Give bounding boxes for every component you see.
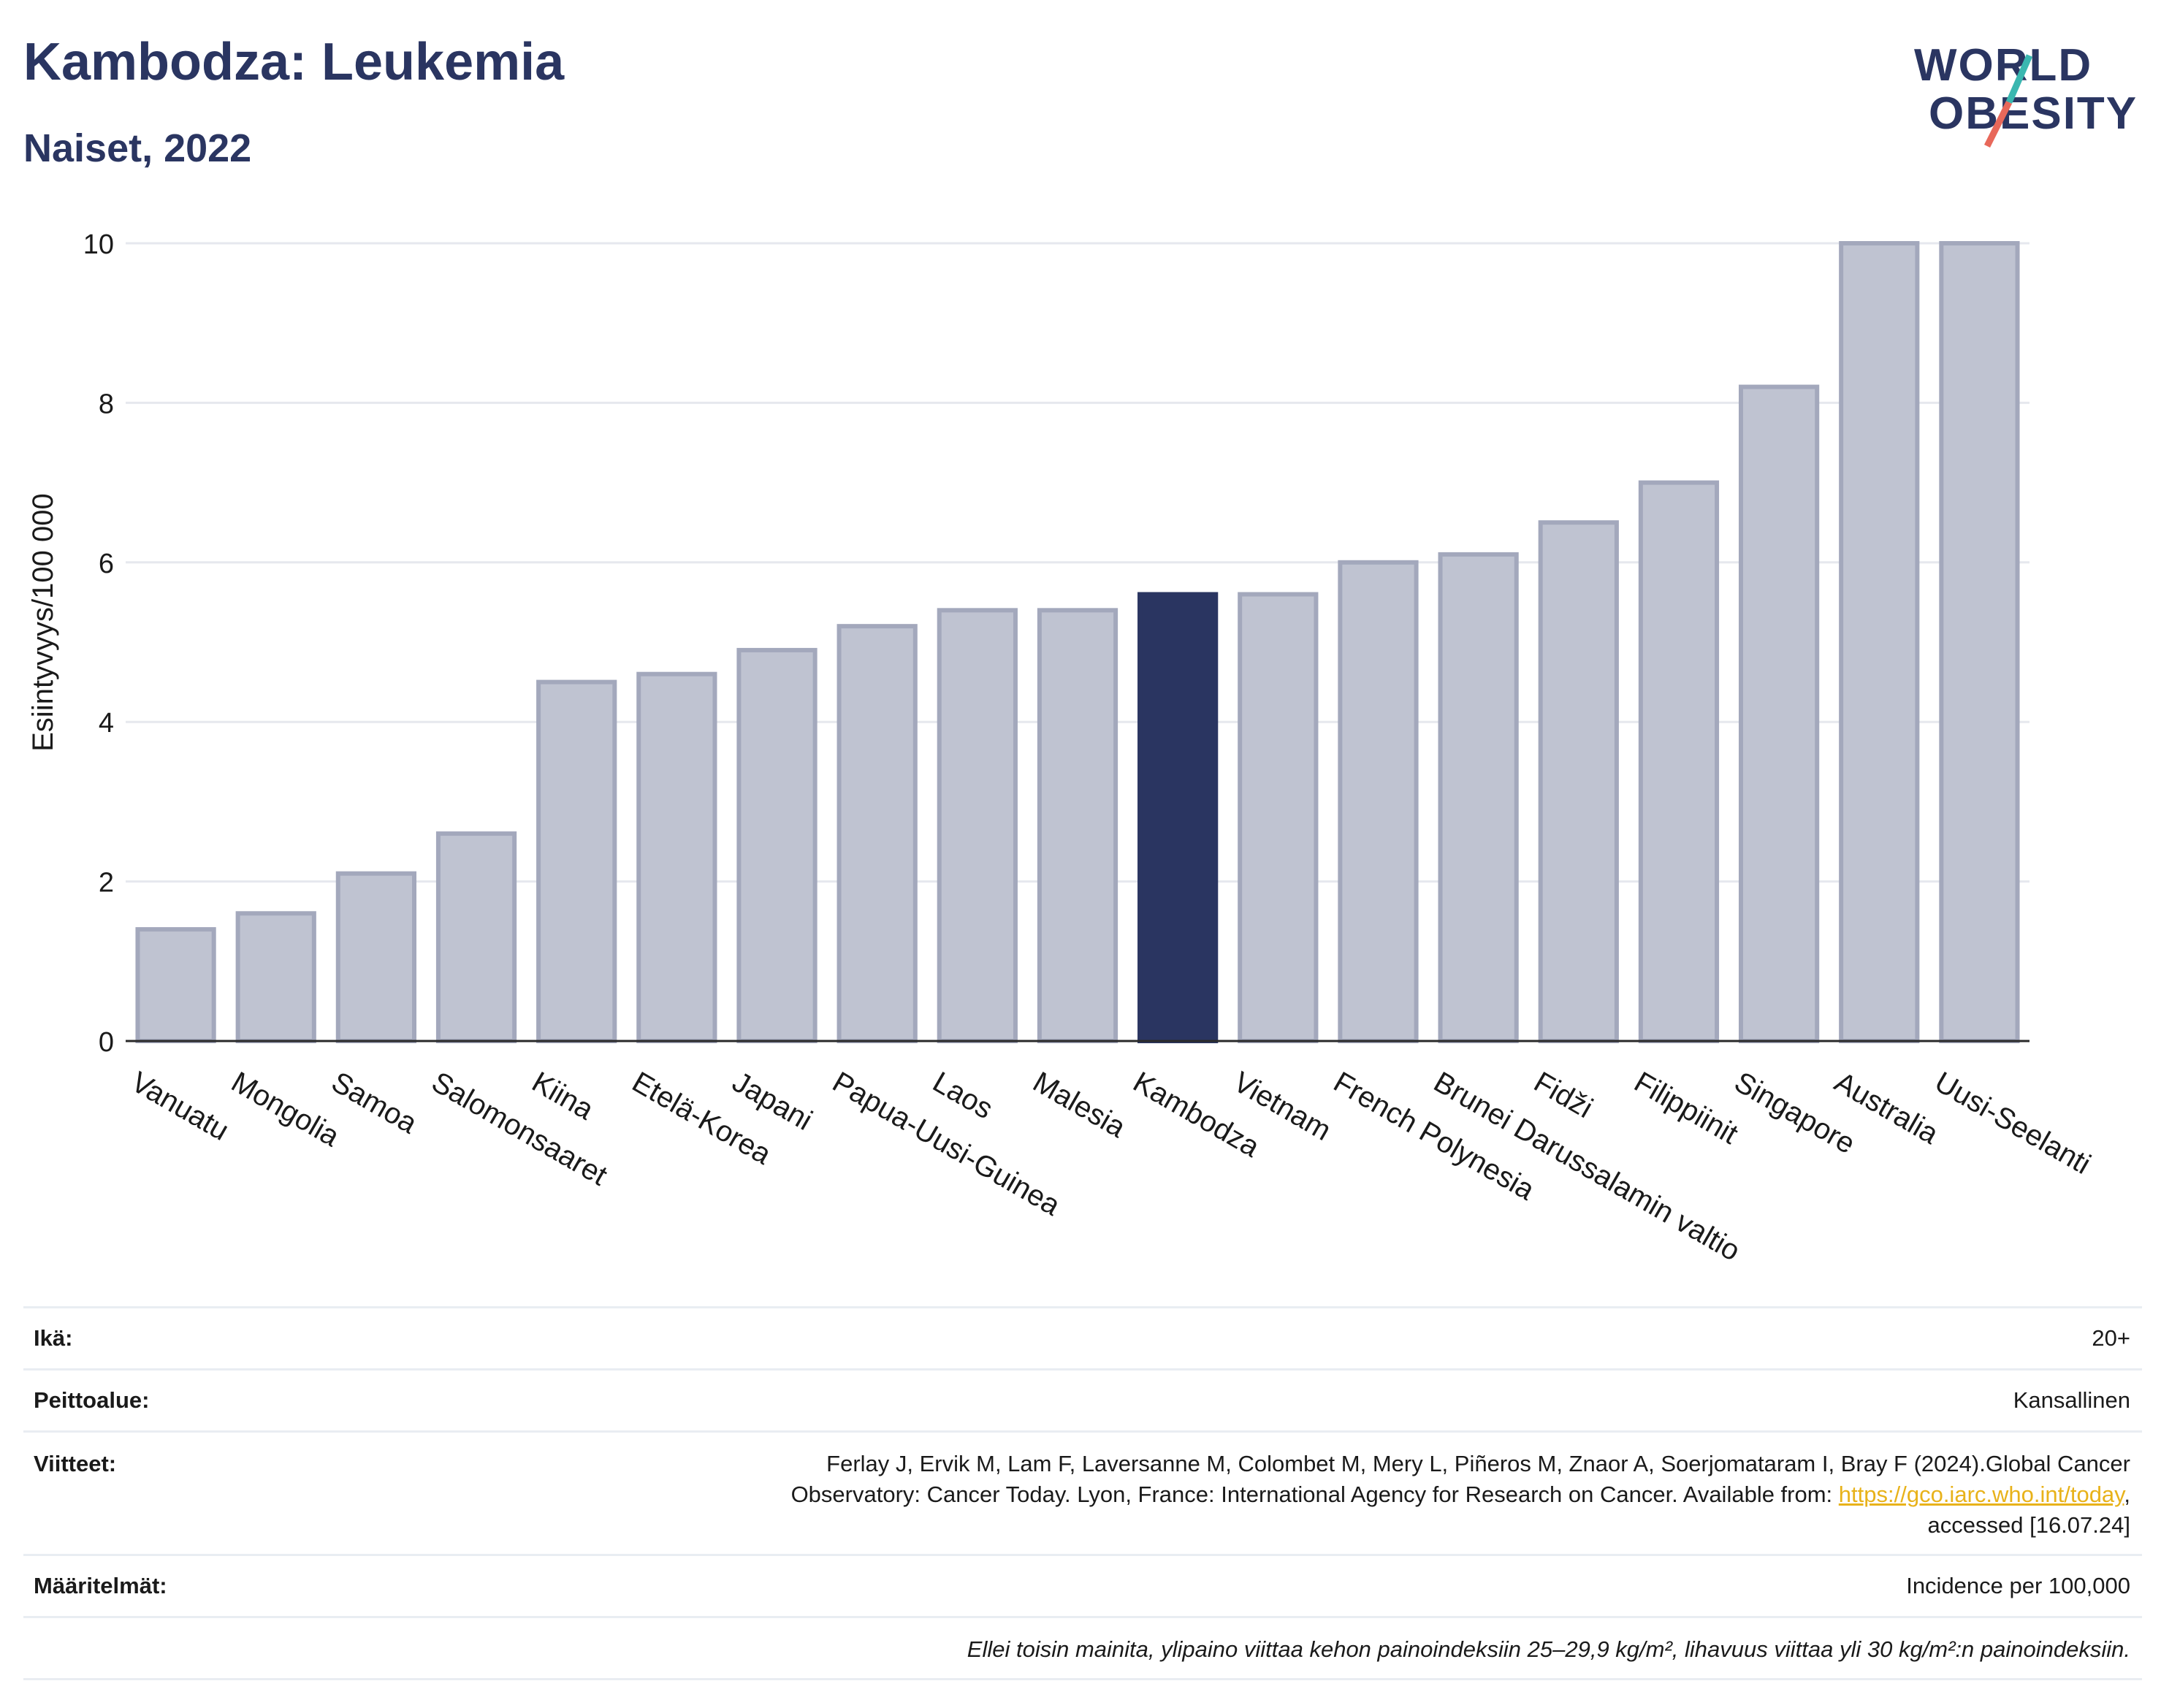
bar-kambodza xyxy=(1137,592,1219,1043)
bar-mongolia xyxy=(235,911,316,1044)
x-tick-label: Malesia xyxy=(1028,1066,1132,1144)
bar-japani xyxy=(736,647,817,1043)
bar-salomonsaaret xyxy=(435,831,517,1043)
bars xyxy=(135,241,2020,1044)
x-tick-label: Mongolia xyxy=(226,1066,345,1154)
references-label: Viitteet: xyxy=(34,1451,117,1476)
references-line-3: accessed [16.07.24] xyxy=(1927,1512,2130,1538)
metadata-table: Ikä: 20+ Peittoalue: Kansallinen Viittee… xyxy=(23,1306,2142,1680)
references-text: Observatory: Cancer Today. Lyon, France:… xyxy=(790,1482,1839,1507)
y-axis-label: Esiintyvyys/100 000 xyxy=(27,493,59,752)
meta-row-note: Ellei toisin mainita, ylipaino viittaa k… xyxy=(23,1616,2142,1680)
bar-samoa xyxy=(335,871,417,1044)
svg-text:OBESITY: OBESITY xyxy=(1929,88,2138,139)
references-value: Ferlay J, Ervik M, Lam F, Laversanne M, … xyxy=(23,1433,2142,1541)
references-line-1: Ferlay J, Ervik M, Lam F, Laversanne M, … xyxy=(826,1451,2130,1476)
bar-etelä-korea xyxy=(636,671,717,1043)
svg-text:WORLD: WORLD xyxy=(1914,40,2092,91)
bar-malesia xyxy=(1037,608,1118,1043)
bar-singapore xyxy=(1738,384,1820,1043)
meta-row-definitions: Määritelmät: Incidence per 100,000 xyxy=(23,1554,2142,1616)
y-tick-label: 10 xyxy=(83,229,114,260)
y-tick-label: 8 xyxy=(99,389,114,419)
x-tick-label: Filippiinit xyxy=(1628,1066,1743,1151)
bar-filippiinit xyxy=(1638,480,1720,1043)
references-line-2: Observatory: Cancer Today. Lyon, France:… xyxy=(23,1479,2130,1510)
bar-french-polynesia xyxy=(1338,560,1419,1043)
x-tick-label: Salomonsaaret xyxy=(427,1066,613,1192)
age-label: Ikä: xyxy=(34,1325,73,1351)
age-value: 20+ xyxy=(2092,1325,2130,1351)
meta-row-age: Ikä: 20+ xyxy=(23,1306,2142,1368)
definitions-label: Määritelmät: xyxy=(34,1573,167,1598)
bar-laos xyxy=(937,608,1018,1043)
y-tick-label: 0 xyxy=(99,1027,114,1058)
definitions-value: Incidence per 100,000 xyxy=(1906,1573,2130,1598)
bar-fidži xyxy=(1538,520,1619,1043)
footnote: Ellei toisin mainita, ylipaino viittaa k… xyxy=(967,1636,2130,1662)
bar-vanuatu xyxy=(135,927,216,1043)
x-tick-label: Laos xyxy=(927,1066,998,1125)
page-subtitle: Naiset, 2022 xyxy=(23,126,252,170)
bar-papua-uusi-guinea xyxy=(836,624,918,1043)
bar-brunei-darussalamin-valtio xyxy=(1438,552,1519,1043)
y-tick-label: 2 xyxy=(99,868,114,899)
x-tick-label: Fidži xyxy=(1528,1066,1598,1124)
x-tick-label: Vanuatu xyxy=(126,1066,234,1147)
y-tick-label: 4 xyxy=(99,708,114,739)
reference-link[interactable]: https://gco.iarc.who.int/today xyxy=(1838,1482,2124,1507)
bar-uusi-seelanti xyxy=(1939,241,2020,1043)
meta-row-coverage: Peittoalue: Kansallinen xyxy=(23,1368,2142,1430)
bar-vietnam xyxy=(1238,592,1319,1043)
coverage-label: Peittoalue: xyxy=(34,1387,150,1413)
page-title: Kambodza: Leukemia xyxy=(23,33,565,91)
meta-row-references: Viitteet: Ferlay J, Ervik M, Lam F, Lave… xyxy=(23,1430,2142,1554)
world-obesity-logo: WORLD OBESITY xyxy=(1914,40,2138,148)
x-tick-label: Uusi-Seelanti xyxy=(1929,1066,2096,1181)
references-comma: , xyxy=(2124,1482,2130,1507)
coverage-value: Kansallinen xyxy=(2013,1387,2130,1413)
bar-kiina xyxy=(536,679,617,1043)
bar-australia xyxy=(1839,241,1920,1043)
x-tick-label: Kiina xyxy=(527,1066,600,1126)
y-tick-label: 6 xyxy=(99,549,114,579)
